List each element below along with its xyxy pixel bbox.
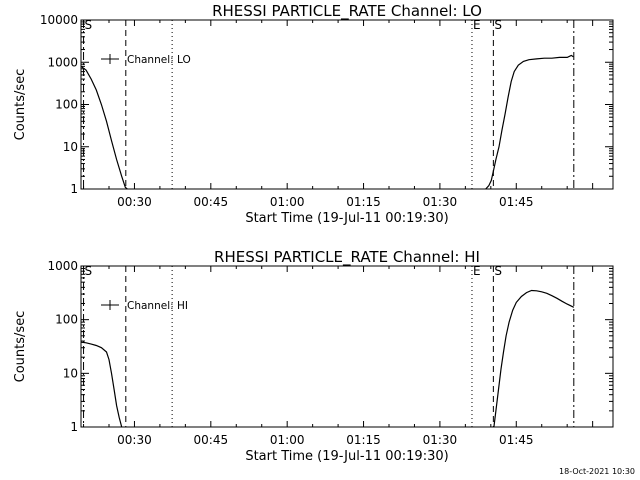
marker-label: S (85, 264, 93, 278)
x-axis-label: Start Time (19-Jul-11 00:19:30) (245, 211, 448, 226)
y-tick-label: 1 (70, 420, 78, 434)
plot-frame (80, 19, 614, 190)
chart-title: RHESSI PARTICLE_RATE Channel: LO (212, 2, 482, 21)
marker-label: E (473, 264, 481, 278)
plot-frame (80, 265, 614, 428)
x-tick-label: 01:00 (270, 195, 305, 209)
marker-label: S (494, 18, 502, 32)
legend-entry: Channel: LO (127, 54, 191, 66)
x-tick-label: 01:45 (499, 195, 534, 209)
footer-timestamp: 18-Oct-2021 10:30 (559, 467, 635, 476)
y-tick-label: 10 (63, 366, 78, 380)
x-tick-label: 01:15 (346, 433, 381, 447)
y-tick-label: 10000 (40, 13, 78, 27)
y-tick-label: 1 (70, 182, 78, 196)
y-tick-label: 1000 (47, 259, 78, 273)
marker-label: E (473, 18, 481, 32)
marker-label: S (85, 18, 93, 32)
x-tick-label: 01:00 (270, 433, 305, 447)
data-series-line (493, 289, 575, 428)
panel-lo-channel: RHESSI PARTICLE_RATE Channel: LO 00:30 00:… (13, 2, 614, 226)
x-tick-label: 01:45 (499, 433, 534, 447)
x-tick-label: 01:30 (423, 195, 458, 209)
chart-title: RHESSI PARTICLE_RATE Channel: HI (214, 248, 480, 267)
y-axis-label: Counts/sec (13, 311, 28, 383)
y-tick-label: 100 (55, 98, 78, 112)
x-tick-label: 00:30 (117, 195, 152, 209)
y-axis-label: Counts/sec (13, 69, 28, 141)
marker-label: S (494, 264, 502, 278)
data-series-line (80, 65, 128, 190)
x-tick-label: 00:45 (194, 195, 229, 209)
x-tick-label: 00:45 (194, 433, 229, 447)
data-series-line (80, 341, 123, 428)
y-tick-label: 100 (55, 313, 78, 327)
panel-hi-channel: RHESSI PARTICLE_RATE Channel: HI 00:30 00:… (13, 248, 614, 464)
x-tick-label: 01:30 (423, 433, 458, 447)
x-tick-label: 01:15 (346, 195, 381, 209)
data-series-line (485, 54, 574, 190)
legend-entry: Channel: HI (127, 300, 188, 312)
y-tick-label: 10 (63, 140, 78, 154)
x-axis-label: Start Time (19-Jul-11 00:19:30) (245, 449, 448, 464)
y-tick-label: 1000 (47, 55, 78, 69)
x-tick-label: 00:30 (117, 433, 152, 447)
